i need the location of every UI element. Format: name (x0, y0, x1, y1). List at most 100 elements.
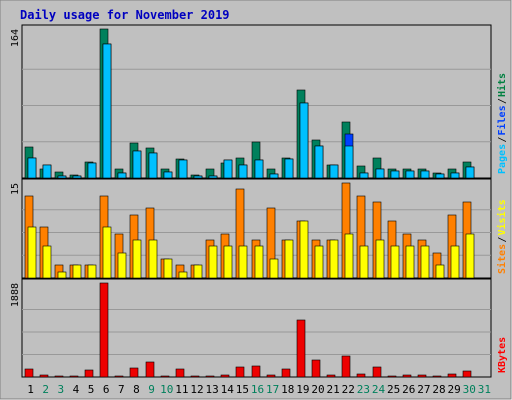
day-label-20: 20 (311, 383, 324, 396)
bar-pages-day-28 (435, 173, 445, 179)
day-label-18: 18 (281, 383, 294, 396)
bar-sites-day-14 (223, 245, 233, 279)
bar-sites-day-17 (269, 258, 279, 279)
bar-kbytes-day-5 (84, 369, 94, 378)
day-label-2: 2 (42, 383, 49, 396)
bar-kbytes-day-17 (266, 374, 276, 378)
bar-pages-day-16 (254, 159, 264, 179)
bar-kbytes-day-10 (160, 375, 170, 378)
bar-sites-day-18 (284, 239, 294, 279)
bar-sites-day-24 (375, 239, 385, 279)
bar-kbytes-day-6 (99, 282, 109, 378)
bar-sites-day-5 (87, 264, 97, 279)
day-label-22: 22 (342, 383, 355, 396)
bar-sites-day-4 (72, 264, 82, 279)
bar-pages-day-3 (57, 175, 67, 179)
day-label-7: 7 (118, 383, 125, 396)
bar-kbytes-day-12 (190, 375, 200, 378)
panel-pages-files-hits: 164 Pages/Files/Hits (10, 24, 508, 179)
bar-pages-day-19 (299, 102, 309, 179)
bar-pages-day-15 (238, 164, 248, 179)
bar-pages-day-13 (208, 175, 218, 179)
bar-sites-day-3 (57, 271, 67, 279)
bar-pages-day-8 (132, 150, 142, 179)
bar-pages-day-7 (117, 172, 127, 179)
day-label-13: 13 (205, 383, 218, 396)
day-label-15: 15 (236, 383, 249, 396)
bar-pages-day-30 (465, 166, 475, 179)
bar-kbytes-day-24 (372, 366, 382, 378)
day-label-1: 1 (27, 383, 34, 396)
day-label-12: 12 (190, 383, 203, 396)
bar-pages-day-12 (193, 175, 203, 179)
day-label-29: 29 (448, 383, 461, 396)
panel-kbytes: 1888 KBytes (10, 278, 508, 378)
panel-max-label: 164 (10, 29, 21, 47)
day-label-30: 30 (463, 383, 476, 396)
bar-sites-day-23 (359, 245, 369, 279)
bar-kbytes-day-7 (114, 375, 124, 378)
day-label-8: 8 (133, 383, 140, 396)
bar-sites-day-28 (435, 264, 445, 279)
panel-sites-visits: 15 Sites /Visits (10, 178, 508, 279)
bar-sites-day-25 (390, 245, 400, 279)
bar-kbytes-day-25 (387, 375, 397, 378)
bar-pages-day-10 (163, 171, 173, 179)
bar-pages-day-29 (450, 172, 460, 179)
bar-sites-day-11 (178, 271, 188, 279)
bar-pages-day-6 (102, 43, 112, 179)
legend-kbytes: KBytes (497, 337, 508, 373)
bar-sites-day-21 (329, 239, 339, 279)
day-label-5: 5 (88, 383, 95, 396)
bar-kbytes-day-29 (447, 373, 457, 378)
panel-max-label: 1888 (10, 283, 21, 307)
day-label-19: 19 (296, 383, 309, 396)
day-label-16: 16 (251, 383, 264, 396)
bar-sites-day-10 (163, 258, 173, 279)
bar-kbytes-day-4 (69, 375, 79, 378)
chart-title: Daily usage for November 2019 (20, 8, 230, 22)
day-label-17: 17 (266, 383, 279, 396)
bar-kbytes-day-11 (175, 368, 185, 378)
legend-item-pages: Pages (497, 144, 508, 174)
bar-kbytes-day-1 (24, 368, 34, 378)
bar-pages-day-4 (72, 175, 82, 179)
bar-pages-day-14 (223, 159, 233, 179)
bar-pages-day-25 (390, 170, 400, 179)
bar-kbytes-day-28 (432, 375, 442, 378)
bar-sites-day-22 (344, 233, 354, 279)
legend-sites-visits: Sites /Visits (496, 199, 508, 274)
bar-kbytes-day-22 (341, 355, 351, 378)
bar-pages-day-23 (359, 172, 369, 179)
legend-pages-files-hits: Pages/Files/Hits (496, 73, 508, 174)
bar-sites-day-7 (117, 252, 127, 279)
day-label-11: 11 (175, 383, 188, 396)
day-label-28: 28 (432, 383, 445, 396)
bar-kbytes-day-20 (311, 359, 321, 378)
bar-sites-day-19 (299, 220, 309, 279)
bar-kbytes-day-30 (462, 370, 472, 378)
day-label-23: 23 (357, 383, 370, 396)
legend-item-sites: Sites (496, 244, 508, 274)
bar-sites-day-13 (208, 245, 218, 279)
day-label-25: 25 (387, 383, 400, 396)
bar-kbytes-day-19 (296, 319, 306, 378)
bar-pages-day-11 (178, 159, 188, 179)
bar-sites-day-30 (465, 233, 475, 279)
bar-sites-day-20 (314, 245, 324, 279)
bar-kbytes-day-26 (402, 374, 412, 378)
bar-kbytes-day-23 (356, 373, 366, 378)
bar-kbytes-day-21 (326, 374, 336, 378)
bar-sites-day-29 (450, 245, 460, 279)
bar-pages-day-1 (27, 157, 37, 179)
bar-sites-day-12 (193, 264, 203, 279)
bar-kbytes-day-8 (129, 367, 139, 378)
bar-pages-day-20 (314, 145, 324, 179)
bar-kbytes-day-3 (54, 375, 64, 378)
bar-sites-day-8 (132, 239, 142, 279)
day-label-24: 24 (372, 383, 386, 396)
bar-pages-day-9 (148, 152, 158, 179)
